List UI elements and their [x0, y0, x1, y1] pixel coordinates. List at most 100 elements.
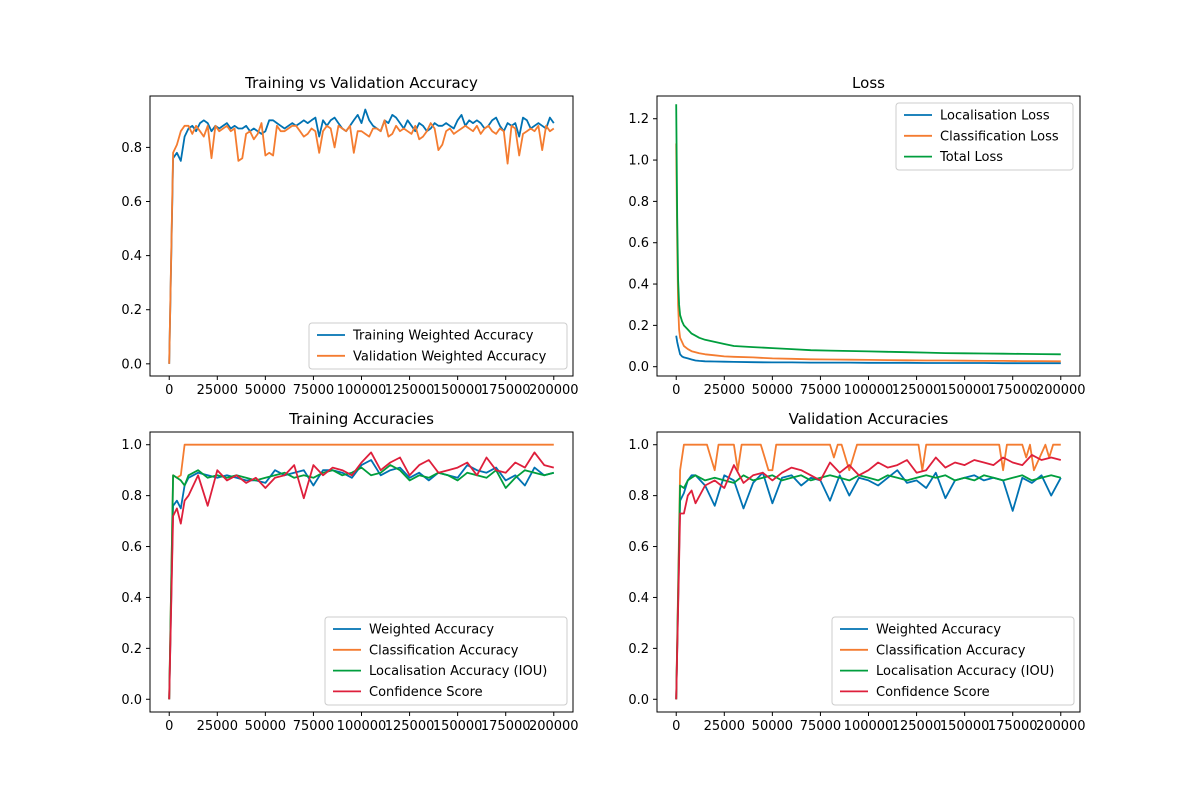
subplot-3: Training Accuracies 0 25000 50000 75000 10000… — [121, 410, 578, 734]
legend-label: Localisation Accuracy (IOU) — [876, 664, 1054, 679]
x-tick-label: 50000 — [245, 719, 286, 734]
x-tick-label: 0 — [165, 383, 173, 398]
series-line-1 — [675, 335, 1061, 365]
y-tick-label: 0.2 — [121, 303, 142, 318]
y-tick-label: 0.8 — [628, 195, 649, 210]
series-line-2 — [675, 143, 1061, 363]
chart-title: Loss — [852, 74, 885, 92]
x-tick-label: 0 — [672, 719, 680, 734]
y-tick-label: 0.8 — [121, 489, 142, 504]
legend-label: Classification Loss — [940, 129, 1059, 144]
x-tick-label: 150000 — [940, 719, 990, 734]
y-tick-label: 0.6 — [628, 540, 649, 555]
series-line-1 — [168, 459, 555, 700]
x-tick-label: 175000 — [481, 383, 531, 398]
x-tick-label: 75000 — [293, 719, 334, 734]
y-tick-label: 0.4 — [628, 278, 649, 293]
y-tick-label: 1.2 — [628, 112, 649, 127]
legend: Training Weighted Accuracy Validation Wei… — [308, 322, 568, 370]
y-tick-label: 0.4 — [628, 591, 649, 606]
y-tick-label: 1.0 — [121, 438, 142, 453]
subplot-2: Loss 0 25000 50000 75000 10000012500015000017… — [628, 74, 1085, 398]
y-tick-label: 0.4 — [121, 249, 142, 264]
legend-label: Weighted Accuracy — [876, 623, 1001, 638]
x-tick-label: 100000 — [844, 383, 894, 398]
x-tick-label: 50000 — [752, 383, 793, 398]
x-tick-label: 125000 — [385, 719, 435, 734]
series-line-2 — [168, 119, 555, 364]
x-tick-label: 0 — [165, 719, 173, 734]
x-tick-label: 75000 — [800, 719, 841, 734]
legend-label: Validation Weighted Accuracy — [353, 349, 547, 364]
y-tick-label: 0.6 — [628, 236, 649, 251]
y-tick-label: 1.0 — [628, 438, 649, 453]
x-tick-label: 25000 — [704, 383, 745, 398]
x-tick-label: 200000 — [529, 383, 579, 398]
y-tick-label: 0.2 — [628, 642, 649, 657]
legend: Localisation Loss Classification Loss Tota… — [895, 102, 1074, 171]
x-tick-label: 175000 — [988, 383, 1038, 398]
series-line-2 — [675, 443, 1061, 700]
x-tick-label: 25000 — [197, 719, 238, 734]
x-tick-label: 150000 — [433, 719, 483, 734]
x-tick-label: 50000 — [752, 719, 793, 734]
x-tick-label: 50000 — [245, 383, 286, 398]
legend-label: Weighted Accuracy — [369, 623, 494, 638]
legend-box — [895, 102, 1074, 171]
y-tick-label: 0.8 — [121, 141, 142, 156]
x-tick-label: 150000 — [433, 383, 483, 398]
x-tick-label: 175000 — [988, 719, 1038, 734]
x-tick-label: 200000 — [1036, 383, 1086, 398]
x-tick-label: 25000 — [197, 383, 238, 398]
x-tick-label: 200000 — [1036, 719, 1086, 734]
chart-title: Training Accuracies — [288, 410, 434, 428]
x-tick-label: 100000 — [337, 383, 387, 398]
legend-label: Classification Accuracy — [876, 643, 1026, 658]
legend-label: Classification Accuracy — [369, 643, 519, 658]
y-tick-label: 0.0 — [628, 693, 649, 708]
y-tick-label: 0.8 — [628, 489, 649, 504]
subplot-4: Validation Accuracies 0 25000 50000 75000 100… — [628, 410, 1085, 734]
x-tick-label: 200000 — [529, 719, 579, 734]
y-tick-label: 0.6 — [121, 195, 142, 210]
x-tick-label: 125000 — [385, 383, 435, 398]
legend-box — [308, 322, 568, 370]
legend: Weighted Accuracy Classification Accuracy… — [324, 616, 568, 706]
series-line-1 — [168, 108, 555, 364]
legend-label: Localisation Loss — [940, 109, 1050, 124]
series-line-3 — [168, 464, 555, 700]
legend-label: Training Weighted Accuracy — [352, 329, 534, 344]
y-tick-label: 0.0 — [628, 360, 649, 375]
y-tick-label: 0.2 — [628, 319, 649, 334]
x-tick-label: 150000 — [940, 383, 990, 398]
legend-label: Confidence Score — [369, 685, 483, 700]
subplot-1: Training vs Validation Accuracy 0 25000 500… — [121, 74, 578, 398]
y-tick-label: 1.0 — [628, 154, 649, 169]
x-tick-label: 0 — [672, 383, 680, 398]
series-line-4 — [168, 451, 555, 700]
series-line-4 — [675, 453, 1062, 700]
legend-label: Total Loss — [939, 150, 1003, 165]
y-tick-label: 0.4 — [121, 591, 142, 606]
legend-label: Localisation Accuracy (IOU) — [369, 664, 547, 679]
chart-title: Training vs Validation Accuracy — [244, 74, 478, 92]
legend-box — [324, 616, 568, 706]
y-tick-label: 0.6 — [121, 540, 142, 555]
legend-label: Confidence Score — [876, 685, 990, 700]
x-tick-label: 25000 — [704, 719, 745, 734]
y-tick-label: 0.0 — [121, 693, 142, 708]
x-tick-label: 125000 — [892, 719, 942, 734]
x-tick-label: 100000 — [337, 719, 387, 734]
legend: Weighted Accuracy Classification Accuracy… — [831, 616, 1075, 706]
x-tick-label: 75000 — [293, 383, 334, 398]
series-line-3 — [675, 474, 1062, 700]
x-tick-label: 75000 — [800, 383, 841, 398]
x-tick-label: 100000 — [844, 719, 894, 734]
legend-box — [831, 616, 1075, 706]
x-tick-label: 175000 — [481, 719, 531, 734]
y-tick-label: 0.2 — [121, 642, 142, 657]
series-line-3 — [675, 104, 1061, 356]
chart-title: Validation Accuracies — [789, 410, 949, 428]
y-tick-label: 0.0 — [121, 357, 142, 372]
